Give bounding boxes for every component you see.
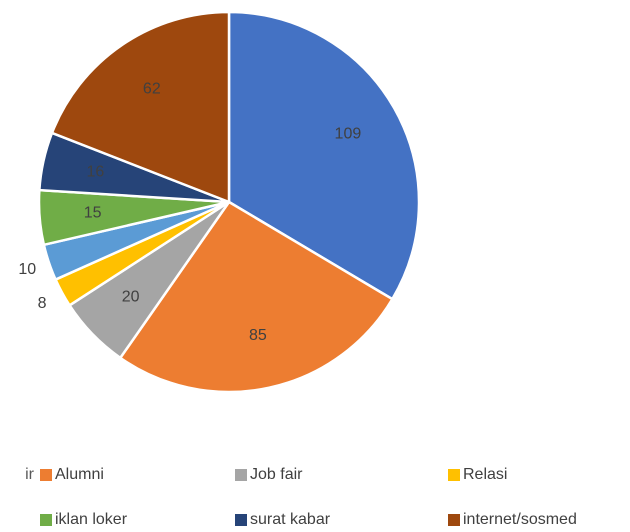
legend-label: Alumni	[55, 466, 104, 483]
legend-label: surat kabar	[250, 511, 331, 528]
legend-swatch	[40, 469, 52, 481]
legend-swatch	[448, 469, 460, 481]
legend-swatch	[235, 514, 247, 526]
legend-label: ir	[25, 466, 35, 483]
legend-label: Relasi	[463, 466, 507, 483]
pie-slice	[50, 10, 231, 204]
data-label: 10	[18, 261, 36, 278]
data-label: 15	[84, 204, 102, 221]
pie-slice	[227, 10, 421, 301]
legend-label: iklan loker	[55, 511, 128, 528]
pie-slice	[118, 200, 395, 394]
data-label: 62	[143, 80, 161, 97]
data-label: 16	[87, 164, 105, 181]
data-label: 85	[249, 327, 267, 344]
data-label: 20	[122, 288, 140, 305]
data-label: 8	[38, 295, 47, 312]
legend-swatch	[235, 469, 247, 481]
legend-swatch	[40, 514, 52, 526]
legend-label: internet/sosmed	[463, 511, 577, 528]
legend-swatch	[448, 514, 460, 526]
legend-label: Job fair	[250, 466, 303, 483]
data-label: 109	[335, 126, 362, 143]
